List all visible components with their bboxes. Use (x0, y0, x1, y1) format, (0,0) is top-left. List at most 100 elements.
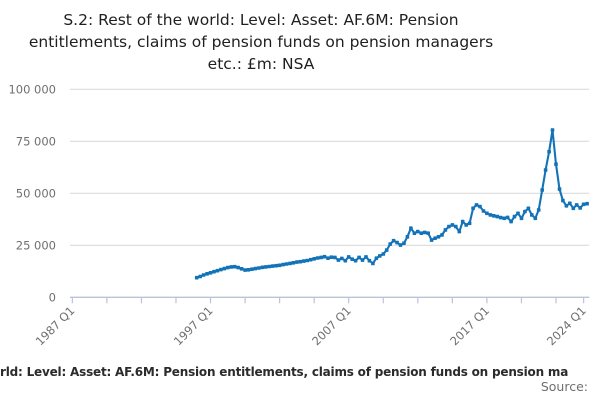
series-marker (536, 208, 541, 212)
series-marker (336, 258, 341, 262)
y-tick-label: 0 (49, 290, 56, 304)
series-marker (350, 257, 354, 261)
series-marker (443, 228, 448, 232)
series-marker (574, 203, 579, 207)
series-marker (333, 255, 337, 260)
series-marker (422, 230, 427, 235)
series-marker (550, 128, 555, 132)
series-marker (571, 206, 576, 211)
series-marker (502, 216, 506, 221)
series-marker (208, 271, 213, 275)
series-marker (533, 216, 538, 221)
series-marker (236, 265, 240, 270)
series-marker (505, 215, 510, 220)
series-marker (298, 259, 303, 264)
series-marker (222, 266, 227, 271)
series-marker (395, 240, 399, 245)
footer-caption: rld: Level: Asset: AF.6M: Pension entitl… (0, 365, 569, 379)
series-marker (232, 264, 237, 269)
series-marker (288, 261, 292, 266)
series-marker (291, 261, 296, 265)
y-tick-label: 25 000 (16, 238, 56, 252)
series-marker (464, 223, 468, 227)
series-marker (467, 221, 472, 226)
series-marker (322, 254, 327, 259)
series-marker (270, 264, 275, 268)
series-marker (426, 231, 430, 235)
series-marker (547, 149, 551, 154)
series-marker (384, 248, 389, 252)
series-marker (364, 255, 368, 259)
series-marker (419, 231, 424, 235)
series-marker (212, 269, 216, 274)
series-marker (257, 266, 261, 270)
series-marker (243, 268, 247, 272)
series-marker (554, 162, 558, 166)
series-marker (485, 211, 489, 216)
series-marker (398, 243, 403, 247)
series-marker (454, 224, 458, 229)
series-marker (239, 267, 244, 271)
series-marker (267, 264, 272, 269)
series-marker (326, 256, 330, 260)
series-marker (378, 254, 382, 258)
series-marker (561, 198, 565, 203)
series-marker (481, 209, 486, 213)
series-marker (530, 213, 534, 217)
series-marker (343, 258, 348, 263)
source-label: Source: (540, 379, 588, 394)
series-marker (305, 258, 310, 263)
series-marker (367, 258, 372, 263)
series-marker (412, 231, 417, 235)
series-marker (498, 215, 503, 220)
series-marker (329, 255, 334, 259)
series-marker (495, 214, 500, 219)
series-marker (512, 214, 517, 219)
series-marker (264, 265, 268, 269)
series-marker (581, 202, 586, 207)
series-marker (226, 265, 230, 270)
series-marker (440, 233, 444, 237)
series-marker (557, 187, 562, 191)
x-tick-label: 2024 Q1 (544, 304, 589, 349)
series-marker (457, 229, 462, 234)
series-marker (523, 209, 527, 214)
series-marker (509, 219, 513, 224)
series-marker (353, 258, 358, 263)
series-marker (274, 263, 278, 268)
series-marker (585, 201, 589, 206)
series-marker (357, 255, 361, 260)
series-marker (447, 224, 451, 229)
series-marker (391, 238, 396, 243)
series-marker (360, 258, 365, 262)
series-marker (402, 241, 406, 245)
series-marker (308, 257, 313, 262)
series-marker (492, 214, 496, 218)
series-marker (568, 201, 572, 206)
series-marker (250, 267, 254, 271)
series-marker (229, 265, 234, 269)
series-marker (340, 256, 344, 261)
series-marker (295, 260, 299, 264)
series-marker (312, 257, 316, 261)
series-marker (460, 219, 465, 224)
series-marker (194, 275, 199, 280)
series-marker (488, 213, 493, 217)
series-marker (260, 265, 265, 270)
series-marker (540, 188, 544, 192)
series-marker (205, 272, 209, 276)
x-tick-label: 1987 Q1 (33, 304, 78, 349)
series-marker (253, 266, 258, 271)
series-marker (346, 255, 351, 259)
series-marker (315, 256, 320, 260)
series-marker (519, 216, 524, 221)
series-marker (474, 203, 479, 207)
x-tick-label: 2007 Q1 (309, 304, 354, 349)
series-marker (478, 204, 482, 209)
series-marker (526, 206, 531, 211)
series-marker (388, 242, 392, 246)
y-tick-label: 50 000 (16, 186, 56, 200)
series-marker (371, 261, 375, 266)
